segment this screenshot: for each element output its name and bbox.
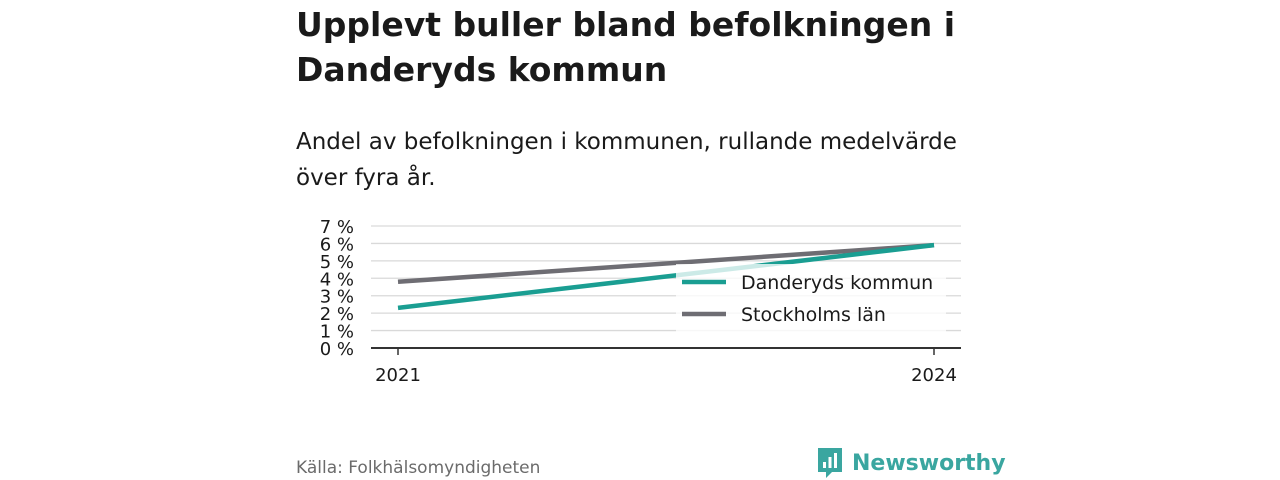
legend-background [676, 264, 946, 334]
y-tick-label: 0 % [320, 339, 354, 360]
y-tick-label: 6 % [320, 234, 354, 255]
y-tick-label: 5 % [320, 252, 354, 273]
chart-title: Upplevt buller bland befolkningen i Dand… [296, 5, 956, 89]
x-tick-label: 2024 [911, 365, 957, 386]
y-tick-label: 4 % [320, 269, 354, 290]
newsworthy-logo: Newsworthy [816, 446, 1006, 480]
newsworthy-logo-icon [818, 448, 842, 478]
legend-label: Danderyds kommun [741, 272, 933, 294]
series-line [397, 242, 935, 285]
brand-name: Newsworthy [852, 450, 1006, 476]
chart-card: Upplevt buller bland befolkningen i Dand… [296, 0, 1006, 480]
source-note: Källa: Folkhälsomyndigheten [296, 458, 541, 478]
legend: Danderyds kommun Stockholms län [676, 264, 946, 334]
x-axis: 2021 2024 [371, 347, 961, 386]
chart-subtitle: Andel av befolkningen i kommunen, rullan… [296, 129, 957, 191]
series-line [397, 242, 935, 311]
y-tick-label: 2 % [320, 304, 354, 325]
legend-label: Stockholms län [741, 304, 886, 326]
y-tick-label: 1 % [320, 322, 354, 343]
y-tick-label: 7 % [320, 217, 354, 238]
series-lines [397, 242, 935, 311]
y-tick-label: 3 % [320, 287, 354, 308]
x-tick-label: 2021 [375, 365, 421, 386]
y-axis-labels: 0 %1 %2 %3 %4 %5 %6 %7 % [320, 217, 354, 360]
chart-svg: 0 %1 %2 %3 %4 %5 %6 %7 % 2021 2024 Dander… [320, 217, 961, 386]
line-chart: 0 % 1 % 2 % 3 % 4 % 5 % 6 % 7 % 2021 2024 Dander… [296, 210, 986, 394]
